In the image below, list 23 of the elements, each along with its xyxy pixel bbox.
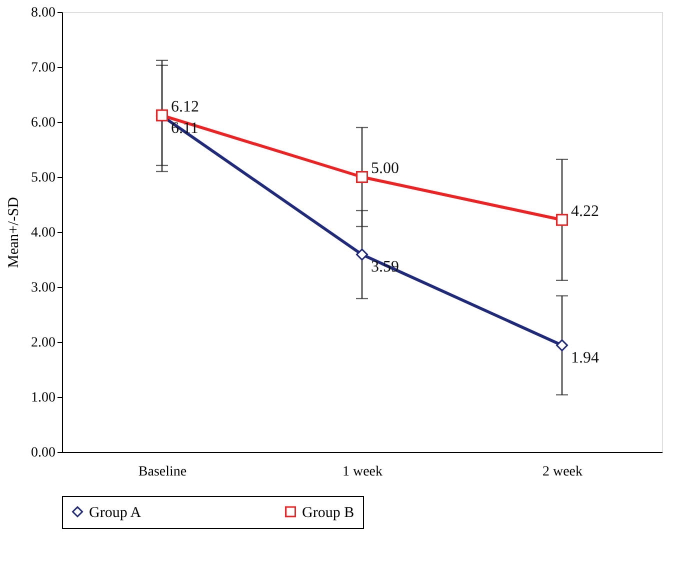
y-tick-label: 2.00 — [31, 336, 56, 350]
y-tick-label: 5.00 — [31, 170, 56, 186]
text: 4.22 — [571, 202, 599, 220]
text: 1.94 — [571, 349, 599, 366]
x-tick-label: Baseline — [138, 464, 187, 480]
y-tick-label: 6.00 — [31, 116, 56, 130]
y-tick-label: 3.00 — [31, 280, 56, 296]
y-tick-label: 7.00 — [31, 60, 56, 76]
x-tick-label: 1 week — [342, 464, 383, 480]
point — [356, 171, 368, 183]
point — [356, 248, 368, 261]
y-tick-label: 1.00 — [31, 390, 56, 406]
y-tick-label: 0.00 — [31, 446, 56, 460]
legend-label: Group B — [302, 504, 354, 521]
point — [556, 214, 568, 226]
text: 5.00 — [371, 160, 399, 177]
y-tick-label: 4.00 — [31, 226, 56, 240]
point — [556, 339, 568, 352]
text: 6.12 — [171, 98, 199, 116]
y-axis-title: Mean+/-SD — [6, 196, 22, 268]
y-tick-label: 8.00 — [31, 6, 56, 20]
x-tick-label: 2 week — [542, 464, 583, 480]
legend-label: Group A — [89, 504, 142, 521]
